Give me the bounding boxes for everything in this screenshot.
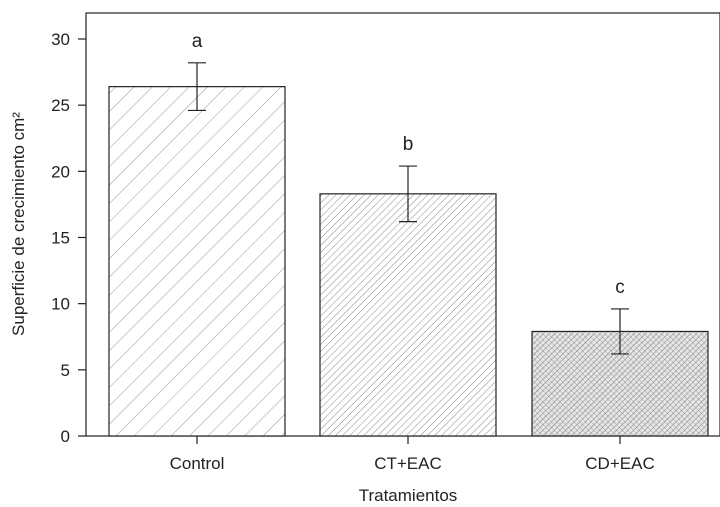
y-tick-label: 15: [51, 229, 70, 248]
x-tick-label: CD+EAC: [585, 454, 654, 473]
bars-layer: [108, 86, 709, 437]
significance-label: c: [615, 277, 625, 298]
y-axis-label: Superficie de crecimiento cm²: [9, 112, 28, 336]
y-tick-label: 30: [51, 30, 70, 49]
y-tick-label: 5: [61, 361, 70, 380]
significance-label: b: [403, 134, 414, 155]
x-tick-label: CT+EAC: [374, 454, 442, 473]
y-tick-label: 25: [51, 96, 70, 115]
significance-label: a: [192, 31, 203, 52]
error-bars-layer: [188, 62, 629, 355]
x-axis: Control CT+EAC CD+EAC: [170, 436, 655, 473]
y-tick-label: 0: [61, 427, 70, 446]
x-tick-label: Control: [170, 454, 225, 473]
y-tick-label: 10: [51, 295, 70, 314]
y-tick-label: 20: [51, 162, 70, 181]
error-bar: [399, 165, 417, 223]
bar-control: [108, 86, 286, 437]
bar-ct-eac: [319, 193, 497, 437]
y-axis: 0 5 10 15 20 25 30: [51, 30, 86, 446]
error-bar: [611, 308, 629, 355]
x-axis-label: Tratamientos: [359, 486, 458, 505]
error-bar: [188, 62, 206, 112]
significance-labels-layer: a b c: [192, 31, 625, 298]
